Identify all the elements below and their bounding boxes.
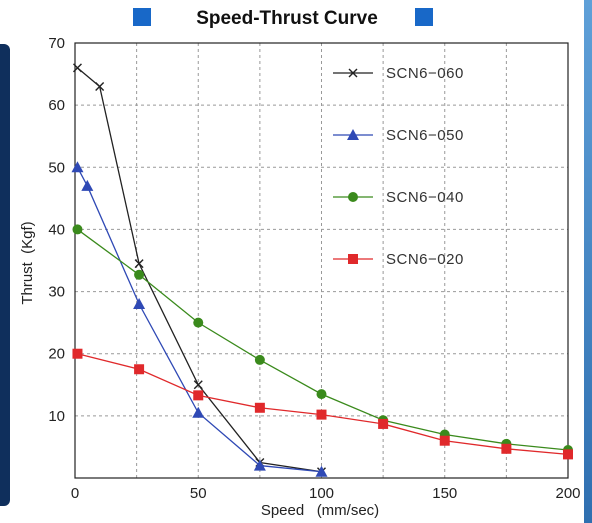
- data-point: [134, 364, 145, 375]
- x-tick-label: 50: [190, 485, 207, 502]
- x-axis-title: Speed (mm/sec): [261, 502, 379, 519]
- data-point: [253, 459, 266, 471]
- left-dark-frame: [0, 44, 10, 506]
- data-point: [81, 179, 94, 191]
- y-tick-label: 50: [48, 159, 65, 176]
- legend-item: SCN6−050: [333, 127, 464, 144]
- series-circle: [72, 224, 573, 456]
- data-point: [72, 63, 82, 73]
- legend-marker: [347, 129, 359, 140]
- x-tick-label: 100: [309, 485, 334, 502]
- data-point: [439, 435, 450, 446]
- x-tick-label: 150: [432, 485, 457, 502]
- data-point: [71, 161, 84, 173]
- y-tick-label: 20: [48, 346, 65, 363]
- chart-title: Speed-Thrust Curve: [196, 8, 378, 29]
- legend-marker: [348, 68, 358, 78]
- series-triangle: [71, 161, 328, 477]
- axis-ticks: 0 50 100 150 200 10 20 30 40 50 60 70: [48, 35, 580, 502]
- data-point: [315, 465, 328, 477]
- legend-label: SCN6−050: [386, 127, 464, 144]
- y-tick-label: 60: [48, 97, 65, 114]
- data-point: [134, 259, 144, 269]
- legend-label: SCN6−040: [386, 189, 464, 206]
- data-point: [134, 269, 145, 280]
- data-point: [133, 298, 146, 309]
- series-square: [72, 348, 573, 460]
- series-lines: [71, 63, 573, 477]
- legend-item: SCN6−060: [333, 65, 464, 82]
- legend-item: SCN6−040: [333, 189, 464, 206]
- data-point: [501, 443, 512, 454]
- data-point: [193, 380, 203, 390]
- data-point: [378, 418, 389, 429]
- data-point: [72, 348, 83, 359]
- y-tick-label: 70: [48, 35, 65, 52]
- data-point: [192, 406, 205, 418]
- data-point: [563, 449, 573, 460]
- legend-label: SCN6−060: [386, 65, 464, 82]
- title-box-right: [415, 8, 433, 26]
- data-point: [95, 82, 105, 91]
- data-point: [254, 402, 265, 413]
- y-tick-label: 30: [48, 284, 65, 301]
- data-point: [316, 409, 327, 420]
- legend-label: SCN6−020: [386, 251, 464, 268]
- title-box-left: [133, 8, 151, 26]
- legend-marker: [348, 254, 358, 264]
- legend-marker: [348, 192, 358, 202]
- data-point: [193, 317, 204, 328]
- y-axis-title: Thrust (Kgf): [19, 221, 36, 304]
- data-point: [254, 354, 265, 365]
- series-line: [76, 166, 322, 473]
- right-blue-frame: [584, 0, 592, 523]
- grid: [75, 43, 568, 478]
- plot-frame: [74, 42, 569, 479]
- series-line: [77, 353, 569, 456]
- legend-item: SCN6−020: [333, 251, 464, 268]
- data-point: [193, 390, 204, 401]
- y-tick-label: 40: [48, 221, 65, 238]
- legend: SCN6−060 SCN6−050 SCN6−040 SCN6−020: [333, 65, 464, 268]
- y-tick-label: 10: [48, 408, 65, 425]
- x-tick-label: 200: [555, 485, 580, 502]
- x-tick-label: 0: [71, 485, 79, 502]
- data-point: [316, 389, 327, 400]
- data-point: [72, 224, 83, 235]
